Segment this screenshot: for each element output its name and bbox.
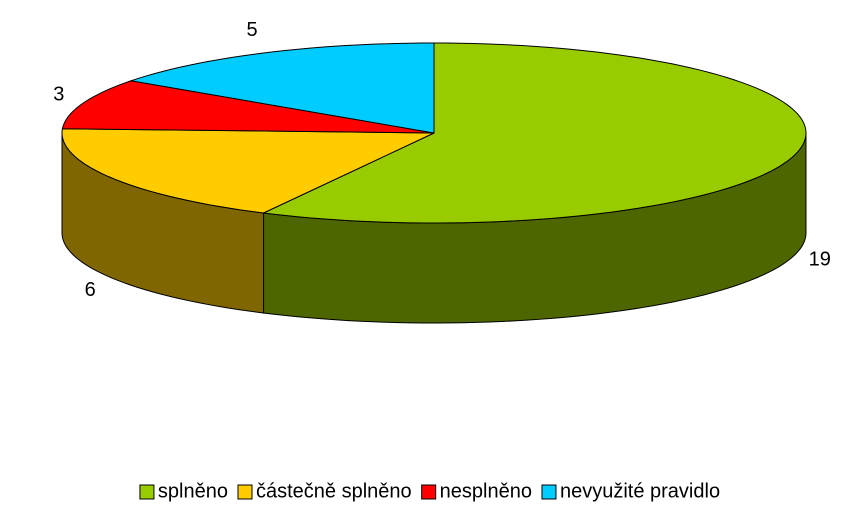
data-label: 6 [85,279,96,301]
pie-slice [61,128,435,214]
data-label: 5 [247,19,258,41]
legend-label: nesplněno [440,480,532,502]
pie-slice [130,42,435,134]
legend: splněno částečně splněno nesplněno nevyužit… [139,480,720,502]
data-label: 3 [53,84,64,106]
data-label: 19 [809,248,831,270]
legend-label: částečně splněno [256,480,412,502]
legend-swatch [237,484,253,500]
legend-swatch [541,484,557,500]
legend-swatch [421,484,437,500]
pie-slice [261,42,807,224]
pie-slice [61,80,435,134]
legend-swatch [139,484,155,500]
legend-label: nevyužité pravidlo [560,480,720,502]
legend-label: splněno [158,480,228,502]
